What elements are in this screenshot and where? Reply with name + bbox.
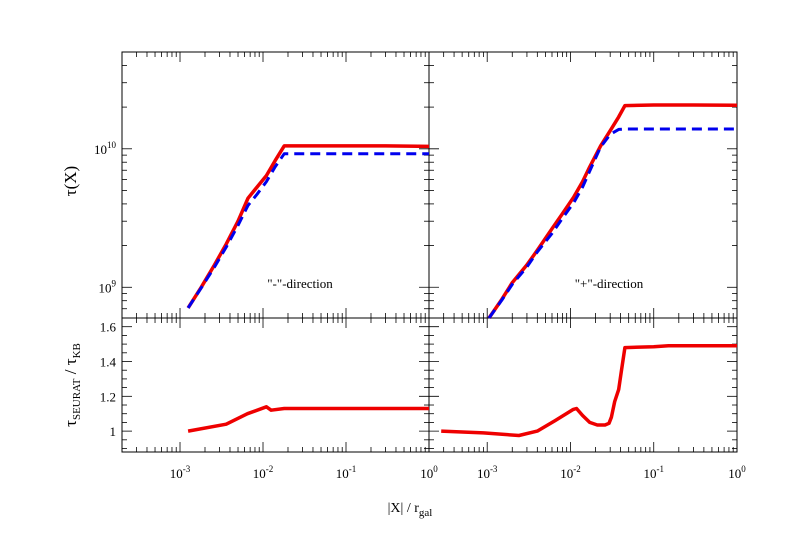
x-tick-base: 10 bbox=[170, 466, 183, 481]
x-tick-base: 10 bbox=[253, 466, 266, 481]
series-line-blue-panel-1 bbox=[186, 152, 429, 309]
x-tick-exponent: -2 bbox=[266, 464, 274, 474]
y-tick-exponent: 10 bbox=[107, 140, 117, 150]
x-axis-label: |X| / rgal bbox=[388, 501, 433, 519]
x-tick-exponent: -1 bbox=[656, 464, 664, 474]
x-tick-label: 10-3 bbox=[170, 464, 191, 481]
top-y-tick-label: 109 bbox=[99, 278, 117, 295]
bottom-y-tick-label: 1.4 bbox=[100, 355, 117, 370]
ratio-line-panel-2 bbox=[441, 344, 737, 438]
x-tick-base: 10 bbox=[643, 466, 656, 481]
x-tick-base: 10 bbox=[477, 466, 490, 481]
bottom-y-axis-label: τSEURAT / τKB bbox=[61, 343, 83, 427]
x-label-main: |X| / r bbox=[388, 501, 420, 516]
bottom-y-tick-label: 1.6 bbox=[100, 320, 117, 335]
top-y-tick-label: 1010 bbox=[94, 140, 117, 157]
panel-annotation-minus: "-"-direction bbox=[267, 276, 333, 291]
x-tick-label: 10-2 bbox=[253, 464, 274, 481]
series-line-blue-panel-2 bbox=[487, 127, 737, 319]
bottom-y-label-tau: τ bbox=[61, 420, 80, 427]
bottom-y-label-sub1: SEURAT bbox=[71, 378, 83, 420]
x-tick-base: 10 bbox=[336, 466, 349, 481]
bottom-y-tick-label: 1.2 bbox=[100, 389, 116, 404]
y-tick-exponent: 9 bbox=[112, 278, 117, 288]
x-tick-base: 10 bbox=[420, 466, 433, 481]
x-tick-exponent: -3 bbox=[183, 464, 191, 474]
bottom-y-label-sep: / τ bbox=[61, 358, 80, 378]
x-tick-label: 10-1 bbox=[643, 464, 664, 481]
ratio-line-panel-1 bbox=[187, 405, 429, 433]
top-y-axis-label: τ(X) bbox=[61, 166, 80, 196]
x-tick-exponent: -3 bbox=[490, 464, 498, 474]
x-label-sub: gal bbox=[419, 507, 432, 519]
x-tick-label: 100 bbox=[728, 464, 746, 481]
panel-annotation-plus: "+"-direction bbox=[575, 276, 644, 291]
x-tick-label: 10-1 bbox=[336, 464, 357, 481]
x-tick-exponent: -1 bbox=[349, 464, 357, 474]
bottom-y-tick-label: 1 bbox=[110, 424, 117, 439]
bottom-y-label-sub2: KB bbox=[71, 343, 83, 358]
x-tick-exponent: 0 bbox=[741, 464, 746, 474]
y-tick-base: 10 bbox=[99, 280, 112, 295]
y-tick-base: 10 bbox=[94, 142, 107, 157]
x-tick-base: 10 bbox=[728, 466, 741, 481]
x-tick-exponent: -2 bbox=[573, 464, 581, 474]
x-tick-label: 10-3 bbox=[477, 464, 498, 481]
x-tick-base: 10 bbox=[560, 466, 573, 481]
x-tick-exponent: 0 bbox=[433, 464, 438, 474]
x-tick-label: 100 bbox=[420, 464, 438, 481]
x-tick-label: 10-2 bbox=[560, 464, 581, 481]
